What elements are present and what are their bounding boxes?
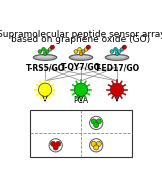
- FancyBboxPatch shape: [30, 110, 132, 157]
- Circle shape: [86, 45, 90, 49]
- Circle shape: [48, 47, 52, 51]
- Ellipse shape: [69, 54, 93, 60]
- Circle shape: [122, 45, 126, 49]
- Circle shape: [42, 47, 45, 51]
- Circle shape: [91, 141, 96, 146]
- Circle shape: [43, 52, 47, 56]
- Circle shape: [49, 139, 62, 152]
- Text: VSV: VSV: [54, 113, 68, 119]
- Circle shape: [91, 119, 96, 124]
- Text: T-ED17/GO: T-ED17/GO: [94, 63, 139, 72]
- Circle shape: [115, 52, 119, 56]
- Ellipse shape: [36, 56, 54, 58]
- Circle shape: [96, 141, 101, 146]
- Circle shape: [94, 145, 99, 150]
- Circle shape: [56, 141, 61, 146]
- Text: PCA: PCA: [73, 95, 89, 105]
- Circle shape: [96, 119, 101, 124]
- Circle shape: [74, 50, 78, 53]
- Text: EBOV: EBOV: [104, 142, 122, 148]
- Circle shape: [114, 47, 117, 51]
- Circle shape: [110, 50, 114, 53]
- Ellipse shape: [108, 56, 126, 58]
- Circle shape: [94, 122, 99, 128]
- Circle shape: [90, 139, 103, 152]
- Circle shape: [74, 83, 88, 96]
- Text: based on graphene oxide (GO): based on graphene oxide (GO): [12, 35, 150, 44]
- Circle shape: [120, 47, 124, 51]
- Circle shape: [53, 145, 58, 150]
- Text: Supramolecular peptide sensor array: Supramolecular peptide sensor array: [0, 29, 162, 39]
- Circle shape: [51, 141, 56, 146]
- Text: MARV: MARV: [104, 119, 123, 125]
- Circle shape: [84, 47, 88, 51]
- Text: T-RS5/GO: T-RS5/GO: [25, 63, 65, 72]
- Circle shape: [38, 83, 52, 96]
- Circle shape: [117, 50, 121, 53]
- Circle shape: [79, 52, 83, 56]
- Circle shape: [110, 83, 124, 96]
- Ellipse shape: [33, 54, 57, 60]
- Circle shape: [38, 50, 42, 53]
- Circle shape: [45, 50, 49, 53]
- Circle shape: [78, 47, 81, 51]
- Circle shape: [81, 50, 85, 53]
- Text: T-QY7/GO: T-QY7/GO: [61, 63, 101, 72]
- Ellipse shape: [105, 54, 129, 60]
- Circle shape: [50, 45, 54, 49]
- Ellipse shape: [72, 56, 90, 58]
- Circle shape: [90, 116, 103, 129]
